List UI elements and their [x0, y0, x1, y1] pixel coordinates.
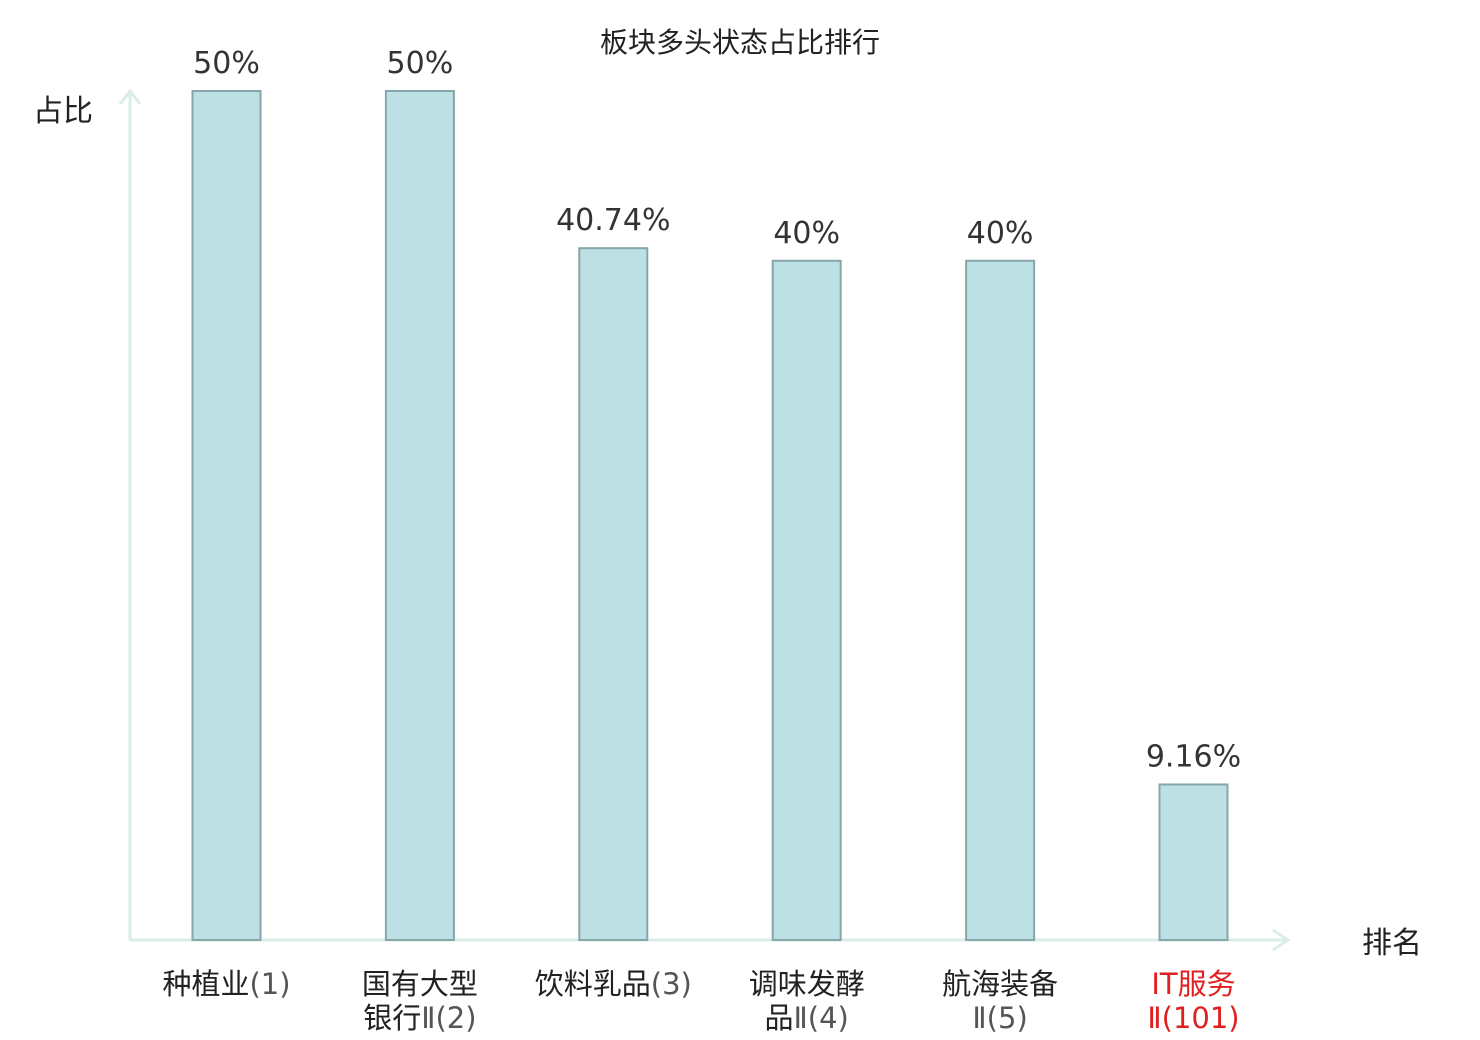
category-label: Ⅱ(5) — [972, 1001, 1027, 1035]
bar — [384, 90, 455, 941]
y-axis-arrow — [118, 88, 142, 105]
category-label-suffix2: Ⅱ(5) — [972, 1001, 1027, 1035]
category-label: 调味发酵 — [749, 967, 865, 1001]
bar-value-label: 50% — [387, 46, 454, 81]
category-label-line1: 国有大型 — [362, 967, 478, 1001]
category-label-line1: 航海装备 — [942, 967, 1058, 1001]
bar — [965, 259, 1036, 941]
category-label-suffix2: Ⅱ(2) — [421, 1001, 476, 1035]
bar — [1158, 783, 1229, 941]
category-label-line1: 饮料乳品 — [535, 967, 651, 1001]
bar-value-label: 50% — [193, 46, 260, 81]
category-label-suffix1: (3) — [651, 967, 692, 1001]
axes — [118, 88, 1291, 952]
x-axis-label: 排名 — [1362, 926, 1422, 961]
bar-value-label: 40% — [773, 216, 840, 251]
x-axis-arrow — [1272, 928, 1291, 952]
value-labels-group: 50% 50% 40.74% 40% 40% 9.16% — [193, 46, 1241, 775]
category-label-suffix2: Ⅱ(4) — [794, 1001, 849, 1035]
category-label-line2: 银行 — [363, 1001, 421, 1035]
category-label: Ⅱ(101) — [1147, 1001, 1239, 1035]
chart-title: 板块多头状态占比排行 — [600, 26, 880, 59]
bar — [578, 247, 649, 941]
category-label: IT服务 — [1151, 967, 1235, 1001]
bar — [771, 259, 842, 941]
category-label: 国有大型 — [362, 967, 478, 1001]
category-label: 航海装备 — [942, 967, 1058, 1001]
category-label: 种植业(1) — [162, 967, 290, 1001]
bar-value-label: 40% — [967, 216, 1034, 251]
category-label-suffix1: (1) — [249, 967, 290, 1001]
category-label: 银行Ⅱ(2) — [363, 1001, 476, 1035]
category-label-line2: 品 — [765, 1001, 794, 1035]
category-label-suffix2: Ⅱ(101) — [1147, 1001, 1239, 1035]
bar-value-label: 9.16% — [1146, 740, 1241, 775]
category-label: 饮料乳品(3) — [535, 967, 692, 1001]
bars-group — [191, 90, 1229, 941]
category-label-line1: 种植业 — [162, 967, 249, 1001]
category-label: 品Ⅱ(4) — [765, 1001, 849, 1035]
bar — [191, 90, 262, 941]
y-axis-label: 占比 — [33, 94, 93, 129]
bar-value-label: 40.74% — [556, 203, 670, 238]
category-label-line1: 调味发酵 — [749, 967, 865, 1001]
category-label-line1: IT服务 — [1151, 967, 1235, 1001]
